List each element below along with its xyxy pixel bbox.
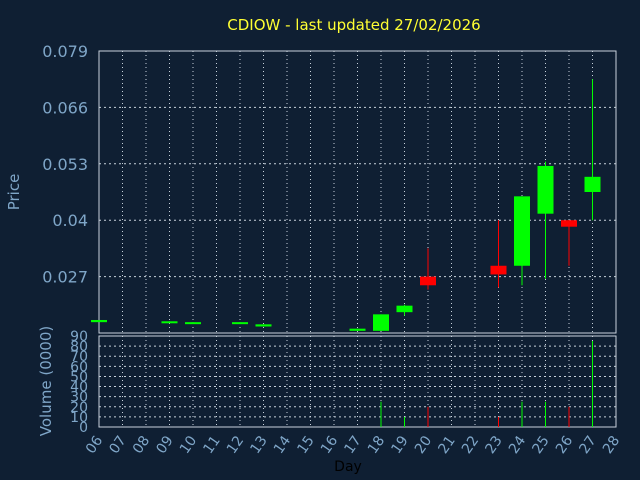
x-tick-label: 08 (130, 433, 153, 457)
x-tick-label: 14 (271, 433, 294, 457)
candle-body (349, 328, 366, 331)
x-tick-label: 22 (459, 433, 482, 457)
candle-body (537, 165, 554, 214)
x-tick-label: 23 (482, 433, 505, 457)
candle-body (420, 276, 436, 286)
x-tick-label: 25 (529, 433, 552, 457)
x-tick-label: 19 (388, 433, 411, 457)
volume-tick-label: 70 (70, 349, 88, 365)
chart-title: CDIOW - last updated 27/02/2026 (227, 16, 480, 34)
price-tick-label: 0.04 (52, 211, 88, 230)
volume-axis-label: Volume (0000) (37, 326, 55, 436)
volume-tick-label: 0 (79, 420, 88, 436)
x-tick-label: 18 (365, 433, 388, 457)
x-tick-label: 20 (412, 433, 435, 457)
x-tick-label: 10 (177, 433, 200, 457)
x-tick-label: 27 (576, 433, 599, 457)
candle-body (185, 322, 201, 325)
volume-tick-label: 20 (70, 400, 88, 416)
volume-tick-label: 10 (70, 410, 88, 426)
price-panel: 0.079 0.066 0.053 0.04 0.027 (42, 42, 617, 334)
x-tick-label: 12 (224, 433, 247, 457)
volume-tick-label: 60 (70, 359, 88, 375)
price-tick-label: 0.053 (42, 155, 88, 174)
x-tick-labels: 06 07 08 09 10 11 12 13 14 15 16 17 18 19 20 21 22 23 24 25… (83, 433, 623, 457)
x-tick-label: 13 (247, 433, 270, 457)
candle-body (161, 321, 178, 324)
candle-body (490, 265, 507, 275)
volume-frame (98, 335, 617, 428)
volume-tick-label: 90 (70, 329, 88, 345)
x-tick-label: 16 (318, 433, 341, 457)
price-tick-label: 0.079 (42, 42, 88, 61)
x-tick-label: 06 (83, 433, 106, 457)
candle-body (561, 220, 577, 227)
candle-body (91, 319, 107, 323)
volume-tick-label: 80 (70, 339, 88, 355)
x-tick-label: 09 (153, 433, 176, 457)
candle-body (514, 196, 530, 266)
candle-body (373, 314, 389, 331)
x-tick-label: 07 (106, 433, 129, 457)
volume-tick-label: 50 (70, 369, 88, 385)
candle-body (584, 176, 601, 192)
volume-tick-label: 30 (70, 390, 88, 406)
day-axis-label: Day (334, 459, 362, 475)
x-tick-label: 15 (294, 433, 317, 457)
candle-body (396, 305, 413, 313)
candle-body (255, 324, 272, 327)
x-tick-label: 24 (506, 433, 529, 457)
x-tick-label: 28 (600, 433, 623, 457)
price-axis-label: Price (5, 174, 23, 211)
price-tick-label: 0.066 (42, 98, 88, 117)
x-tick-label: 26 (553, 433, 576, 457)
x-tick-label: 17 (341, 433, 364, 457)
volume-tick-label: 40 (70, 380, 88, 396)
candle-body (232, 322, 248, 325)
price-tick-label: 0.027 (42, 268, 88, 287)
x-tick-label: 11 (200, 433, 223, 457)
x-tick-label: 21 (435, 433, 458, 457)
